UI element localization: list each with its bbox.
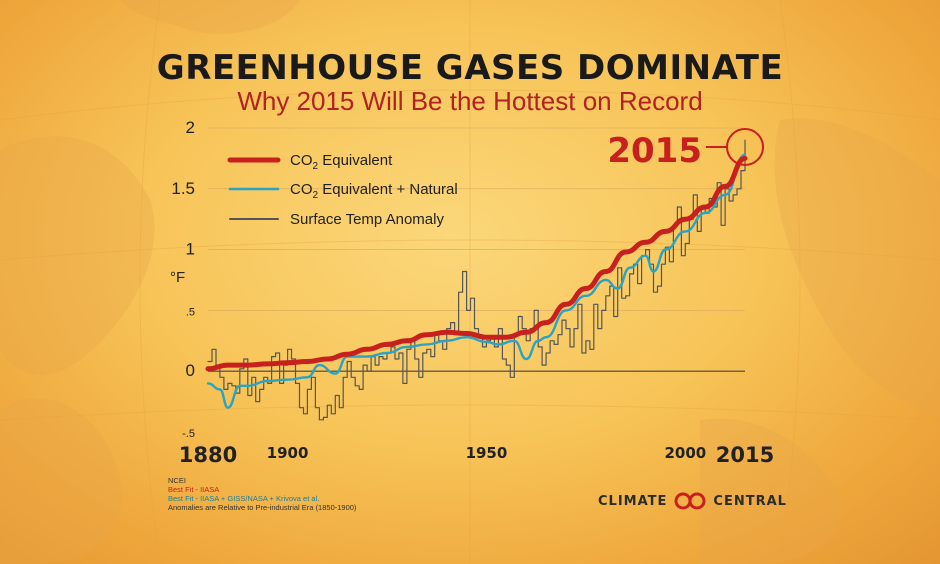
source-ncei: NCEI (168, 476, 186, 485)
series-surface-temp (207, 139, 746, 421)
annotation-label: 2015 (607, 131, 702, 171)
legend-label: Surface Temp Anomaly (290, 211, 444, 228)
gridlines (208, 127, 745, 372)
legend-label: CO2 Equivalent + Natural (290, 181, 458, 201)
x-tick-label: 2000 (664, 444, 706, 462)
y-tick-label: .5 (186, 306, 195, 318)
chart-subtitle: Why 2015 Will Be the Hottest on Record (237, 86, 703, 116)
series-co2-natural (206, 153, 747, 409)
brand-left: CLIMATE (598, 493, 668, 509)
y-tick-label: -.5 (182, 428, 195, 440)
series-co2-equivalent (205, 155, 748, 372)
x-tick-labels: 1880 1900 1950 2000 2015 (179, 443, 774, 467)
y-tick-label: 1 (186, 240, 195, 259)
y-tick-labels: 21.51.50-.5 (171, 118, 195, 440)
chart-title: GREENHOUSE GASES DOMINATE (156, 48, 784, 88)
climate-central-logo: CLIMATE CENTRAL (598, 491, 787, 511)
x-tick-label: 2015 (716, 443, 774, 467)
x-tick-label: 1950 (466, 444, 508, 462)
y-tick-label: 1.5 (171, 179, 195, 198)
x-tick-label: 1880 (179, 443, 237, 467)
source-best-fit-combined: Best Fit - IIASA + GISS/NASA + Krivova e… (168, 494, 320, 503)
annotation-2015: 2015 (607, 128, 764, 171)
legend: CO2 Equivalent CO2 Equivalent + Natural Su… (227, 152, 458, 228)
series-layer (205, 139, 748, 421)
infinity-logo-icon (674, 492, 706, 510)
x-tick-label: 1900 (267, 444, 309, 462)
brand-right: CENTRAL (713, 493, 787, 509)
y-tick-label: 0 (186, 361, 195, 380)
y-tick-label: 2 (186, 118, 195, 137)
source-anomaly-note: Anomalies are Relative to Pre-industrial… (168, 503, 357, 512)
source-best-fit-iiasa: Best Fit - IIASA (168, 485, 220, 494)
y-axis-label: °F (170, 269, 185, 286)
legend-label: CO2 Equivalent (290, 152, 393, 172)
